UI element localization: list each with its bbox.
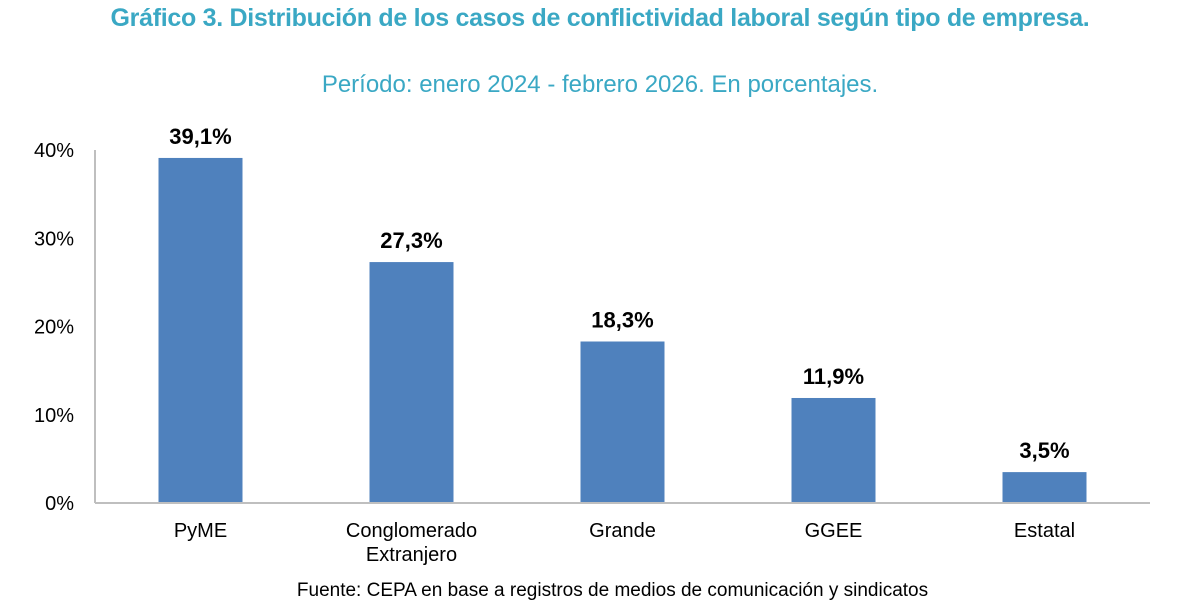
data-label: 11,9% <box>803 364 864 389</box>
bars <box>158 157 1087 503</box>
x-tick-label: Conglomerado Extranjero <box>346 520 477 566</box>
data-labels: 39,1% 27,3% 18,3% 11,9% 3,5% <box>169 124 1069 463</box>
y-tick-label: 0% <box>45 493 74 515</box>
data-label: 39,1% <box>169 124 231 149</box>
y-tick-label: 20% <box>34 317 74 339</box>
x-axis-categories: PyME Conglomerado Extranjero Grande GGEE Esta… <box>174 520 1075 566</box>
bar <box>369 262 454 503</box>
x-tick-label: PyME <box>174 520 227 542</box>
chart-subtitle: Período: enero 2024 - febrero 2026. En p… <box>321 71 879 98</box>
y-tick-label: 10% <box>34 405 74 427</box>
data-label: 3,5% <box>1019 438 1069 463</box>
bar <box>791 397 876 503</box>
bar <box>580 341 665 503</box>
chart-title: Gráfico 3. Distribución de los casos de … <box>110 4 1090 32</box>
x-tick-label: Estatal <box>1014 520 1075 542</box>
y-axis-ticks: 0% 10% 20% 30% 40% <box>34 140 74 515</box>
data-label: 27,3% <box>380 228 442 253</box>
data-label: 18,3% <box>591 308 653 333</box>
bar <box>158 157 243 503</box>
bar <box>1002 472 1087 503</box>
y-tick-label: 30% <box>34 228 74 250</box>
x-tick-label: Grande <box>589 520 656 542</box>
source-note: Fuente: CEPA en base a registros de medi… <box>296 580 929 601</box>
x-tick-label: GGEE <box>805 520 863 542</box>
y-tick-label: 40% <box>34 140 74 162</box>
